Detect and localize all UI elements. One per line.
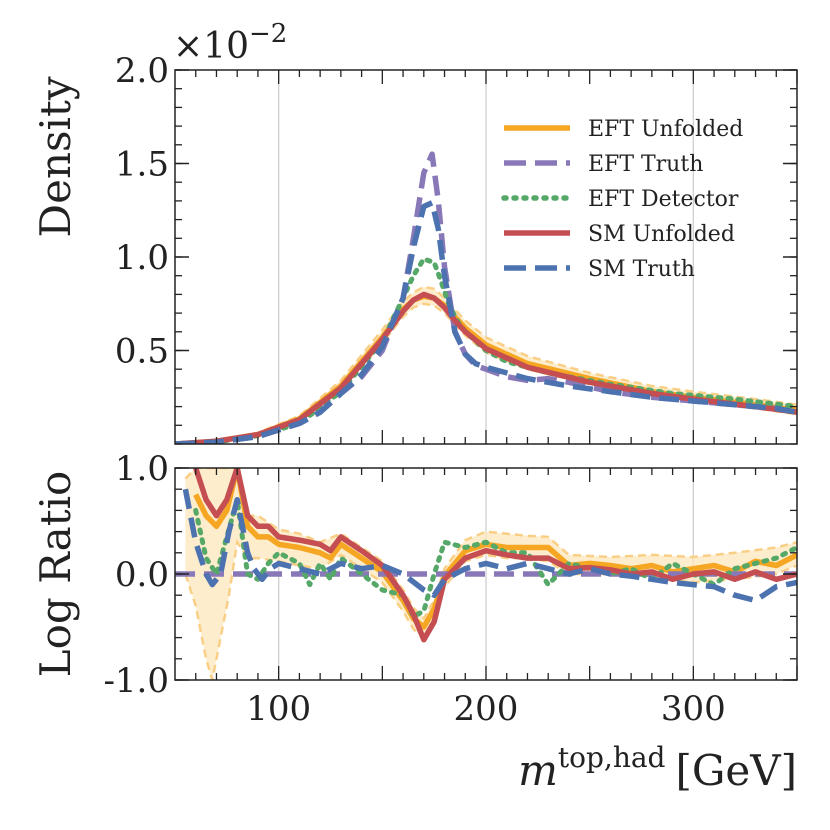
density-series-sm-truth: [175, 200, 797, 444]
ratio-series-sm-unfolded: [193, 468, 797, 643]
legend-label: EFT Unfolded: [588, 117, 743, 142]
ratio-panel: -1.0 0.0 1.0 100 200 300 Log Ratio mtop,had [G…: [31, 449, 798, 795]
x-tick-label: 100: [246, 689, 311, 729]
legend-label: SM Truth: [588, 257, 695, 282]
legend-item-eft-detector: EFT Detector: [501, 187, 739, 212]
x-tick-label: 300: [661, 689, 726, 729]
density-y-multiplier: ×10−2: [173, 19, 287, 67]
density-ticks: 0.5 1.0 1.5 2.0: [115, 51, 798, 445]
x-axis-symbol: m: [518, 746, 558, 795]
multiplier-base: ×10: [173, 26, 249, 67]
density-y-tick-label: 1.0: [115, 238, 169, 278]
legend-item-eft-truth: EFT Truth: [504, 152, 703, 177]
legend-item-sm-unfolded: SM Unfolded: [504, 222, 735, 247]
density-y-tick-label: 1.5: [115, 145, 169, 185]
density-series: [175, 151, 797, 444]
x-axis-superscript: top,had: [558, 741, 666, 774]
x-tick-label: 200: [454, 689, 519, 729]
x-axis-unit: [GeV]: [675, 746, 797, 795]
ratio-y-tick-label: 0.0: [115, 555, 169, 595]
legend-label: EFT Truth: [588, 152, 703, 177]
ratio-series: [175, 468, 797, 643]
density-y-axis-title: Density: [31, 76, 80, 237]
legend: EFT Unfolded EFT Truth EFT Detector SM Unfo…: [501, 117, 743, 282]
ratio-ticks: -1.0 0.0 1.0 100 200 300: [103, 449, 798, 729]
ratio-y-axis-title: Log Ratio: [31, 471, 80, 678]
density-gridlines: [278, 70, 694, 444]
x-axis-title: mtop,had [GeV]: [518, 741, 797, 795]
multiplier-exponent: −2: [249, 19, 287, 49]
density-panel: 0.51.01.52.0 Density ×10−2 EFT UnfoldedE…: [31, 19, 798, 445]
density-y-tick-label: 2.0: [115, 51, 169, 91]
density-series-sm-unfolded: [175, 291, 797, 444]
legend-item-sm-truth: SM Truth: [504, 257, 695, 282]
ratio-y-tick-label: 1.0: [115, 449, 169, 489]
legend-label: EFT Detector: [588, 187, 739, 212]
density-y-tick-label: 0.5: [115, 332, 169, 372]
legend-item-eft-unfolded: EFT Unfolded: [504, 117, 743, 142]
ratio-y-tick-label: -1.0: [103, 661, 169, 701]
legend-label: SM Unfolded: [588, 222, 735, 247]
ratio-band-upper-edge: [184, 468, 797, 621]
